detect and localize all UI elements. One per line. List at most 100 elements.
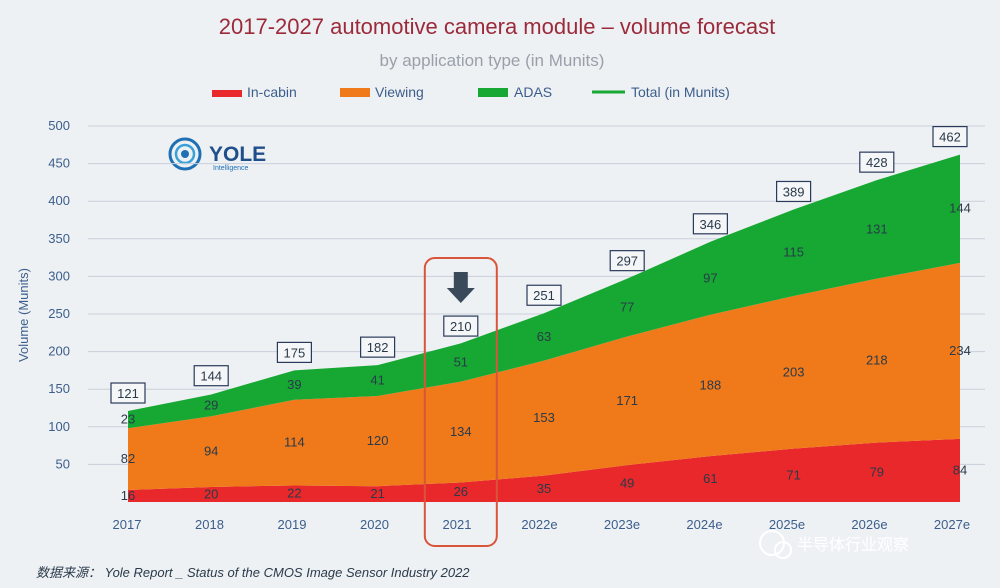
- data-label-in-cabin-2019: 22: [287, 486, 301, 501]
- source-note: 数据来源： Yole Report _ Status of the CMOS I…: [36, 565, 470, 580]
- total-box-2020: [360, 336, 396, 358]
- y-tick-label-150: 150: [48, 381, 70, 396]
- logo-text: YOLE: [209, 143, 266, 166]
- legend: In-cabin Viewing ADAS Total (in Munits): [212, 84, 730, 100]
- highlight-box: [423, 257, 498, 547]
- y-tick-label-350: 350: [48, 231, 70, 246]
- data-label-viewing-2024e: 188: [700, 377, 722, 392]
- segment-labels: 16 82 23 20 94 29 22 114 39 21 120 41 26 134 51 35 153 63…: [121, 201, 971, 503]
- data-label-adas-2021: 51: [454, 355, 468, 370]
- area-viewing: [128, 262, 960, 490]
- arrow-down-icon: [446, 272, 475, 303]
- x-tick-label-2025e: 2025e: [769, 517, 805, 532]
- data-label-adas-2020: 41: [370, 373, 384, 388]
- data-label-in-cabin-2017: 16: [121, 488, 135, 503]
- x-tick-label-2026e: 2026e: [851, 517, 887, 532]
- data-label-adas-2024e: 97: [703, 270, 717, 285]
- x-tick-label-2022e: 2022e: [521, 517, 557, 532]
- x-tick-label-2020: 2020: [360, 517, 389, 532]
- y-tick-label-250: 250: [48, 306, 70, 321]
- total-label-2021: 210: [450, 319, 472, 334]
- y-tick-label-100: 100: [48, 419, 70, 434]
- total-label-2023e: 297: [616, 254, 638, 269]
- y-axis-ticks: 50 100 150 200 250 300 350 400 450 500: [48, 118, 70, 471]
- x-tick-label-2021: 2021: [443, 517, 472, 532]
- total-box-2024e: [692, 213, 729, 235]
- y-tick-label-500: 500: [48, 118, 70, 133]
- watermark: 半导体行业观察: [759, 530, 909, 559]
- highlight-2021: [423, 257, 498, 547]
- data-label-viewing-2025e: 203: [783, 364, 805, 379]
- x-tick-label-2023e: 2023e: [604, 517, 640, 532]
- yole-logo: YOLE Intelligence: [168, 137, 266, 172]
- data-label-adas-2022e: 63: [537, 329, 551, 344]
- logo-ring-middle: [174, 143, 196, 165]
- total-box-2019: [276, 341, 312, 363]
- legend-swatch-adas: [478, 88, 508, 97]
- legend-label-adas: ADAS: [514, 84, 552, 100]
- total-label-2017: 121: [117, 386, 139, 401]
- legend-label-viewing: Viewing: [375, 84, 424, 100]
- data-label-viewing-2021: 134: [450, 424, 472, 439]
- data-label-viewing-2022e: 153: [533, 410, 555, 425]
- wechat-icon-bubble: [774, 541, 792, 559]
- total-label-2024e: 346: [700, 217, 722, 232]
- total-label-2020: 182: [367, 340, 389, 355]
- chart-subtitle: by application type (in Munits): [380, 51, 605, 70]
- total-label-2027e: 462: [939, 130, 961, 145]
- data-label-adas-2018: 29: [204, 397, 218, 412]
- total-box-2025e: [775, 180, 812, 203]
- data-label-in-cabin-2026e: 79: [870, 464, 884, 479]
- total-box-2021: [443, 315, 479, 337]
- legend-swatch-viewing: [340, 88, 370, 97]
- total-label-2025e: 389: [783, 184, 805, 199]
- y-tick-label-400: 400: [48, 193, 70, 208]
- total-box-2027e: [932, 125, 968, 148]
- y-tick-label-300: 300: [48, 268, 70, 283]
- logo-ring-outer: [168, 137, 202, 171]
- data-label-in-cabin-2021: 26: [454, 484, 468, 499]
- x-tick-label-2027e: 2027e: [934, 517, 970, 532]
- data-label-in-cabin-2020: 21: [370, 486, 384, 501]
- logo-subtext: Intelligence: [213, 165, 249, 172]
- data-label-adas-2026e: 131: [866, 221, 888, 236]
- area-in-cabin: [128, 438, 960, 502]
- data-label-viewing-2020: 120: [367, 433, 389, 448]
- data-label-viewing-2019: 114: [284, 435, 305, 450]
- data-label-in-cabin-2023e: 49: [620, 476, 634, 491]
- data-label-adas-2025e: 115: [783, 245, 804, 260]
- x-tick-label-2018: 2018: [195, 517, 224, 532]
- data-label-in-cabin-2027e: 84: [953, 462, 967, 477]
- total-box-2026e: [859, 151, 895, 173]
- total-label-2019: 175: [284, 345, 306, 360]
- data-label-in-cabin-2025e: 71: [786, 467, 800, 482]
- stacked-areas: [128, 154, 960, 502]
- total-box-2023e: [609, 250, 645, 272]
- total-labels: 121 144 175 182 210 251 297 346 389 428 462: [110, 125, 968, 404]
- x-tick-label-2019: 2019: [278, 517, 307, 532]
- x-axis-ticks: 2017 2018 2019 2020 2021 2022e 2023e 2024e 2025e…: [113, 517, 971, 532]
- data-label-viewing-2017: 82: [121, 451, 135, 466]
- data-label-adas-2027e: 144: [949, 201, 971, 216]
- data-label-viewing-2023e: 171: [616, 393, 638, 408]
- data-label-in-cabin-2018: 20: [204, 486, 218, 501]
- legend-label-in-cabin: In-cabin: [247, 84, 297, 100]
- data-label-adas-2019: 39: [287, 377, 301, 392]
- total-box-2017: [110, 382, 146, 404]
- data-label-viewing-2018: 94: [204, 444, 218, 459]
- legend-label-total: Total (in Munits): [631, 84, 730, 100]
- data-label-viewing-2026e: 218: [866, 353, 888, 368]
- data-label-adas-2023e: 77: [620, 300, 634, 315]
- data-label-in-cabin-2024e: 61: [703, 471, 717, 486]
- x-tick-label-2017: 2017: [113, 517, 142, 532]
- data-label-viewing-2027e: 234: [949, 343, 971, 358]
- watermark-text: 半导体行业观察: [797, 536, 909, 554]
- logo-ring-inner: [181, 150, 189, 158]
- total-label-2026e: 428: [866, 155, 888, 170]
- total-label-2018: 144: [200, 369, 222, 384]
- data-label-in-cabin-2022e: 35: [537, 481, 551, 496]
- total-box-2022e: [526, 284, 562, 306]
- total-label-2022e: 251: [533, 288, 555, 303]
- data-label-adas-2017: 23: [121, 412, 135, 427]
